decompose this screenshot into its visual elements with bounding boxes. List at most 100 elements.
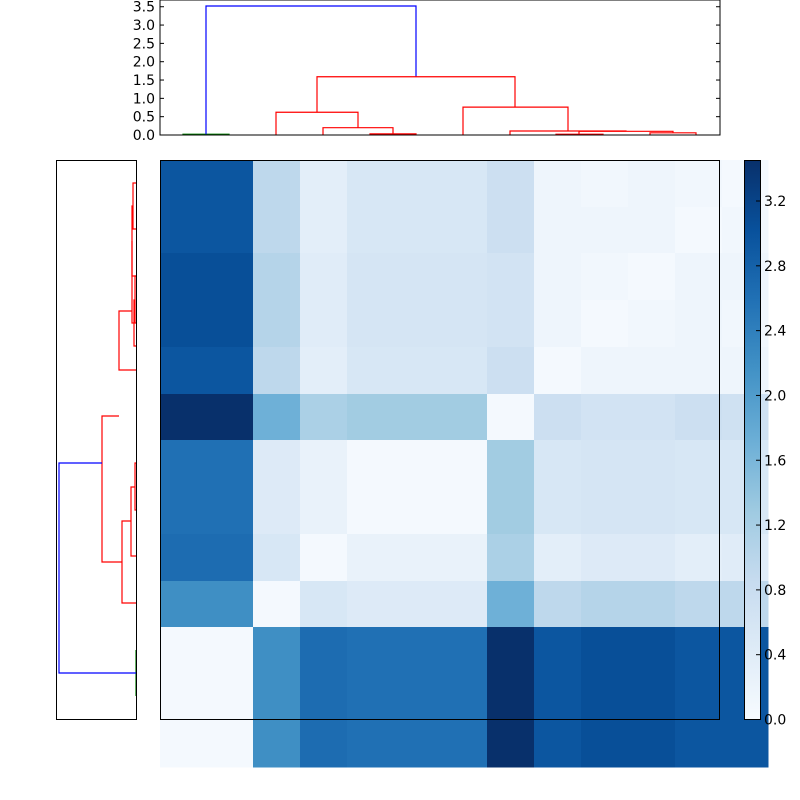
heatmap-cell	[628, 487, 676, 535]
heatmap-cell	[440, 440, 488, 488]
heatmap-cell	[253, 207, 301, 254]
heatmap-cell	[300, 300, 348, 348]
colorbar-axis: 0.0 0.4 0.8 1.2 1.6 2.0 2.4 2.8 3.2	[756, 194, 786, 729]
heatmap-cell	[253, 300, 301, 348]
heatmap-cell	[628, 581, 676, 628]
heatmap-cell	[253, 720, 301, 768]
dendrogram-link	[134, 275, 136, 324]
heatmap-cell	[581, 534, 629, 582]
heatmap-cell	[675, 160, 723, 208]
heatmap-cell	[253, 253, 301, 301]
heatmap-cell	[534, 207, 582, 254]
heatmap-cell	[534, 720, 582, 768]
heatmap-cell	[628, 160, 676, 208]
heatmap-cell	[160, 160, 254, 208]
heatmap-cell	[253, 394, 301, 441]
heatmap-cell	[487, 300, 535, 348]
heatmap-cell	[534, 300, 582, 348]
heatmap-cell	[722, 720, 769, 768]
heatmap-cell	[675, 720, 723, 768]
heatmap-cell	[675, 581, 723, 628]
heatmap-cell	[581, 440, 629, 488]
top-dendrogram	[182, 5, 697, 135]
heatmap-cell	[628, 720, 676, 768]
heatmap-cell	[534, 627, 582, 721]
heatmap-cell	[440, 160, 488, 208]
heatmap-cell	[440, 487, 488, 535]
heatmap-cell	[160, 581, 254, 628]
heatmap-cell	[487, 160, 535, 208]
heatmap-cell	[347, 720, 441, 768]
heatmap-cell	[347, 581, 441, 628]
heatmap-cell	[347, 160, 441, 208]
heatmap-cell	[675, 347, 723, 395]
heatmap-cell	[581, 627, 629, 721]
heatmap-cell	[534, 253, 582, 301]
heatmap-cell	[628, 627, 676, 721]
heatmap-cell	[487, 347, 535, 395]
heatmap-matrix	[160, 160, 769, 768]
heatmap-cell	[675, 487, 723, 535]
top-dendrogram-y-axis: 0.0 0.5 1.0 1.5 2.0 2.5 3.0 3.5	[133, 0, 720, 144]
heatmap-cell	[253, 347, 301, 395]
heatmap-cell	[675, 440, 723, 488]
heatmap-frame	[160, 160, 720, 720]
heatmap-cell	[581, 253, 629, 301]
heatmap-cell	[440, 347, 488, 395]
dendrogram-link	[101, 415, 122, 563]
heatmap-cell	[487, 534, 535, 582]
heatmap-cell	[160, 534, 254, 582]
colorbar-tick-label: 0.0	[764, 713, 786, 729]
heatmap-cell	[347, 207, 441, 254]
heatmap-cell	[300, 534, 348, 582]
heatmap-cell	[160, 440, 254, 488]
heatmap-cell	[440, 627, 488, 721]
dendrogram-link	[132, 182, 136, 230]
heatmap-cell	[300, 440, 348, 488]
dendrogram-link	[58, 462, 136, 674]
heatmap-cell	[300, 207, 348, 254]
colorbar-tick-label: 2.8	[764, 259, 786, 275]
y-tick-label: 3.5	[133, 0, 155, 16]
heatmap-cell	[675, 207, 723, 254]
heatmap-cell	[487, 207, 535, 254]
y-tick-label: 1.0	[133, 91, 155, 107]
heatmap-cell	[300, 627, 348, 721]
heatmap-cell	[300, 581, 348, 628]
heatmap-cell	[487, 581, 535, 628]
heatmap-cell	[675, 534, 723, 582]
left-dendrogram-frame	[56, 160, 137, 720]
dendrogram-link	[118, 310, 136, 371]
dendrogram-link	[121, 520, 136, 604]
heatmap-cell	[253, 440, 301, 488]
dendrogram-link	[134, 462, 136, 511]
heatmap-cell	[628, 207, 676, 254]
heatmap-cell	[347, 627, 441, 721]
heatmap-cell	[440, 534, 488, 582]
y-tick-label: 2.5	[133, 36, 155, 52]
heatmap-cell	[581, 394, 629, 441]
heatmap-cell	[675, 300, 723, 348]
heatmap-cell	[675, 627, 723, 721]
heatmap-cell	[160, 394, 254, 441]
heatmap-cell	[581, 487, 629, 535]
y-tick-label: 3.0	[133, 18, 155, 34]
top-dendrogram-frame	[159, 0, 721, 136]
left-dendrogram	[58, 182, 137, 696]
heatmap-cell	[253, 487, 301, 535]
heatmap-cell	[300, 487, 348, 535]
heatmap-cell	[628, 440, 676, 488]
colorbar-tick-label: 2.0	[764, 388, 786, 404]
y-tick-label: 2.0	[133, 55, 155, 71]
heatmap-cell	[628, 300, 676, 348]
heatmap-cell	[534, 534, 582, 582]
colorbar-tick-label: 3.2	[764, 194, 786, 210]
heatmap-cell	[160, 300, 254, 348]
heatmap-cell	[628, 347, 676, 395]
heatmap-cell	[675, 253, 723, 301]
heatmap-cell	[300, 347, 348, 395]
heatmap-cell	[160, 207, 254, 254]
y-tick-label: 0.0	[133, 128, 155, 144]
heatmap-cell	[160, 487, 254, 535]
